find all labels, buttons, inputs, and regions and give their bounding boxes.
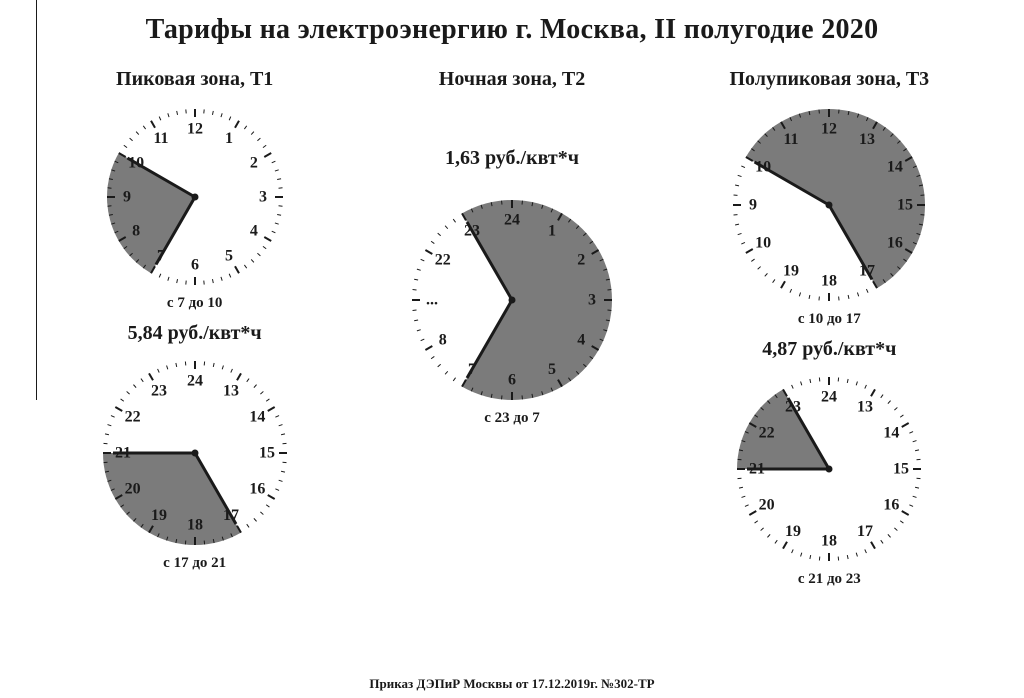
clock-range-label: с 23 до 7 [484,410,540,427]
svg-text:5: 5 [548,361,556,378]
columns: Пиковая зона, Т1121234567891011с 7 до 10… [36,68,988,588]
svg-text:15: 15 [897,197,913,214]
svg-text:16: 16 [887,235,903,252]
footer-note: Приказ ДЭПиР Москвы от 17.12.2019г. №302… [0,676,1024,692]
svg-text:23: 23 [151,382,167,399]
svg-text:...: ... [426,292,438,309]
svg-text:8: 8 [132,223,140,240]
svg-text:13: 13 [857,398,873,415]
svg-text:16: 16 [249,481,265,498]
clock: 2412345678...2223 [408,196,616,404]
svg-text:12: 12 [187,121,203,138]
svg-text:2: 2 [250,155,258,172]
clock-range-label: с 7 до 10 [167,295,223,312]
column-divider [36,0,37,400]
svg-text:15: 15 [259,445,275,462]
svg-text:9: 9 [123,189,131,206]
svg-text:20: 20 [124,481,140,498]
svg-text:4: 4 [250,223,258,240]
svg-text:11: 11 [784,131,799,148]
svg-text:11: 11 [153,130,168,147]
svg-text:18: 18 [187,517,203,534]
column-2: Полупиковая зона, Т3 12 13 14 15 16 17 18 19 10 9 1… [671,68,988,588]
svg-text:16: 16 [884,497,900,514]
svg-text:4: 4 [577,332,585,349]
svg-text:13: 13 [223,382,239,399]
svg-text:22: 22 [124,409,140,426]
svg-text:14: 14 [884,425,900,442]
svg-text:19: 19 [783,262,799,279]
svg-text:14: 14 [249,409,265,426]
svg-text:17: 17 [857,523,873,540]
svg-text:15: 15 [893,461,909,478]
price-label: 5,84 руб./квт*ч [128,322,262,345]
price-label: 1,63 руб./квт*ч [445,147,579,170]
svg-text:18: 18 [821,533,837,550]
price-label: 4,87 руб./квт*ч [762,338,896,361]
svg-text:1: 1 [225,130,233,147]
svg-text:3: 3 [259,189,267,206]
svg-text:12: 12 [821,121,837,138]
clock: 12131415161718191091011 [729,105,929,305]
svg-text:19: 19 [151,507,167,524]
clock-range-label: с 10 до 17 [798,311,861,328]
svg-text:20: 20 [759,497,775,514]
clock: 241314151617181920212223 [733,373,925,565]
svg-text:18: 18 [821,273,837,290]
column-0: Пиковая зона, Т1121234567891011с 7 до 10… [36,68,353,572]
zone-title: Пиковая зона, Т1 [116,68,273,91]
svg-text:13: 13 [859,131,875,148]
svg-text:2: 2 [577,252,585,269]
zone-title: Полупиковая зона, Т3 [729,68,929,91]
svg-text:6: 6 [508,372,516,389]
column-1: Ночная зона, Т21,63 руб./квт*ч2412345678… [353,68,670,427]
svg-text:5: 5 [225,248,233,265]
svg-text:24: 24 [187,373,203,390]
page-title: Тарифы на электроэнергию г. Москва, II п… [36,14,988,46]
zone-title: Ночная зона, Т2 [439,68,585,91]
svg-text:24: 24 [504,212,520,229]
clock: 121234567891011 [103,105,287,289]
svg-text:9: 9 [749,197,757,214]
svg-text:14: 14 [887,159,903,176]
clock-range-label: с 21 до 23 [798,571,861,588]
svg-text:22: 22 [759,425,775,442]
svg-text:19: 19 [785,523,801,540]
svg-text:1: 1 [548,222,556,239]
svg-text:22: 22 [435,252,451,269]
svg-text:6: 6 [191,257,199,274]
svg-text:10: 10 [755,235,771,252]
svg-text:3: 3 [588,292,596,309]
svg-text:24: 24 [821,389,837,406]
clock-range-label: с 17 до 21 [163,555,226,572]
svg-text:8: 8 [439,332,447,349]
clock: 241314151617181920212223 [99,357,291,549]
